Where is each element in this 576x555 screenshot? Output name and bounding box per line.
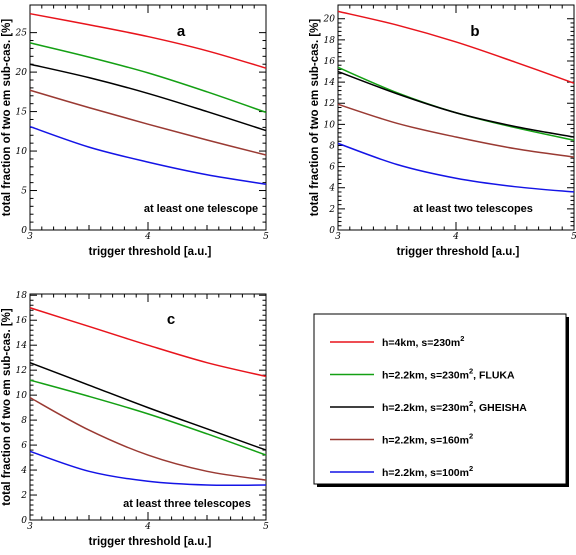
x-tick-label: 4 xyxy=(144,232,151,242)
panel-annotation: at least one telescope xyxy=(144,203,258,215)
y-tick-label: 25 xyxy=(15,29,28,39)
legend-label-main: h=2.2km, s=230m xyxy=(382,402,469,414)
legend-label: h=2.2km, s=100m2 xyxy=(382,464,473,479)
legend-entry: h=2.2km, s=100m2 xyxy=(330,464,473,479)
x-tick-label: 4 xyxy=(144,522,151,532)
legend-label-sup: 2 xyxy=(469,367,473,376)
series-line-2 xyxy=(29,63,267,132)
legend-label-sup: 2 xyxy=(460,334,464,343)
y-tick-label: 4 xyxy=(20,466,27,476)
legend-label-sup: 2 xyxy=(469,464,473,473)
y-axis-title: total fraction of two em sub-cas. [%] xyxy=(1,308,13,506)
x-axis-title: trigger threshold [a.u.] xyxy=(89,246,212,258)
panel-letter: a xyxy=(177,23,186,40)
y-tick-label: 6 xyxy=(329,163,335,173)
series-line-4 xyxy=(29,125,267,185)
y-axis-title: total fraction of two em sub-cas. [%] xyxy=(309,19,321,217)
y-tick-label: 18 xyxy=(16,291,28,301)
series-line-4 xyxy=(337,142,575,193)
series-line-0 xyxy=(29,307,267,378)
series-line-0 xyxy=(29,12,267,69)
x-tick-label: 4 xyxy=(452,232,459,242)
panel-c: 0 2 4 6 8 10 12 14 16 18 3 4 5 trigger threshold [a.u… xyxy=(1,291,269,548)
y-tick-label: 8 xyxy=(329,141,335,151)
y-tick-label: 18 xyxy=(324,36,336,46)
series-line-3 xyxy=(337,103,575,158)
y-tick-label: 2 xyxy=(328,205,335,215)
legend-entry: h=2.2km, s=230m2, GHEISHA xyxy=(330,399,527,414)
panel-annotation: at least three telescopes xyxy=(123,498,251,510)
legend-label-main: h=2.2km, s=160m xyxy=(382,435,469,447)
panel-letter: c xyxy=(167,311,175,328)
y-tick-label: 0 xyxy=(21,226,27,236)
legend-label-main: h=4km, s=230m xyxy=(382,337,460,349)
series-line-1 xyxy=(337,66,575,141)
y-tick-label: 10 xyxy=(16,147,28,157)
plot-frame xyxy=(29,4,267,231)
legend-entry: h=2.2km, s=160m2 xyxy=(330,432,473,447)
panel-annotation: at least two telescopes xyxy=(413,203,533,215)
y-tick-label: 14 xyxy=(324,78,336,88)
y-tick-label: 10 xyxy=(16,391,28,401)
x-tick-label: 5 xyxy=(263,232,269,242)
legend-label: h=2.2km, s=230m2, FLUKA xyxy=(382,367,515,382)
legend-label-main: h=2.2km, s=230m xyxy=(382,370,469,382)
legend-label-sup: 2 xyxy=(469,432,473,441)
panel-a: 0 5 10 15 20 25 3 4 5 trigger threshold [a.u.] tot… xyxy=(1,4,269,258)
x-tick-label: 5 xyxy=(571,232,576,242)
y-tick-label: 6 xyxy=(21,441,27,451)
legend-entry: h=2.2km, s=230m2, FLUKA xyxy=(330,367,515,382)
legend-label-suffix: , GHEISHA xyxy=(473,402,527,414)
panel-b: 0 2 4 6 8 10 12 14 16 18 20 3 4 5 trigger threshold [a… xyxy=(309,4,576,258)
y-tick-label: 12 xyxy=(324,99,336,109)
y-tick-label: 0 xyxy=(329,226,335,236)
y-tick-label: 20 xyxy=(15,68,28,78)
y-tick-label: 5 xyxy=(21,187,27,197)
x-tick-label: 3 xyxy=(27,232,33,242)
y-tick-label: 10 xyxy=(324,120,336,130)
x-tick-label: 5 xyxy=(263,522,269,532)
legend-label: h=2.2km, s=160m2 xyxy=(382,432,473,447)
plot-frame xyxy=(337,4,575,231)
legend-label-main: h=2.2km, s=100m xyxy=(382,467,469,479)
y-tick-label: 8 xyxy=(21,416,27,426)
series-line-0 xyxy=(337,10,575,84)
y-tick-label: 14 xyxy=(16,341,28,351)
x-axis-title: trigger threshold [a.u.] xyxy=(89,536,212,548)
series-line-1 xyxy=(29,379,267,456)
y-tick-label: 16 xyxy=(324,57,336,67)
legend-label: h=2.2km, s=230m2, GHEISHA xyxy=(382,399,527,414)
x-tick-label: 3 xyxy=(27,522,33,532)
series-line-4 xyxy=(29,450,267,487)
x-axis-title: trigger threshold [a.u.] xyxy=(397,246,520,258)
y-axis-title: total fraction of two em sub-cas. [%] xyxy=(1,19,13,217)
series-line-1 xyxy=(29,42,267,114)
y-tick-label: 12 xyxy=(16,366,28,376)
y-tick-label: 16 xyxy=(16,316,28,326)
series-line-2 xyxy=(29,361,267,451)
panel-letter: b xyxy=(470,23,479,40)
legend-entry: h=4km, s=230m2 xyxy=(330,334,464,349)
y-tick-label: 4 xyxy=(328,184,335,194)
y-tick-label: 20 xyxy=(323,15,336,25)
legend-label-sup: 2 xyxy=(469,399,473,408)
x-tick-label: 3 xyxy=(335,232,341,242)
series-line-3 xyxy=(29,89,267,156)
series-line-3 xyxy=(29,396,267,481)
y-tick-label: 15 xyxy=(16,108,28,118)
y-tick-label: 2 xyxy=(20,491,27,501)
series-line-2 xyxy=(337,70,575,138)
legend-label: h=4km, s=230m2 xyxy=(382,334,464,349)
legend-label-suffix: , FLUKA xyxy=(473,370,515,382)
y-tick-label: 0 xyxy=(21,516,27,526)
